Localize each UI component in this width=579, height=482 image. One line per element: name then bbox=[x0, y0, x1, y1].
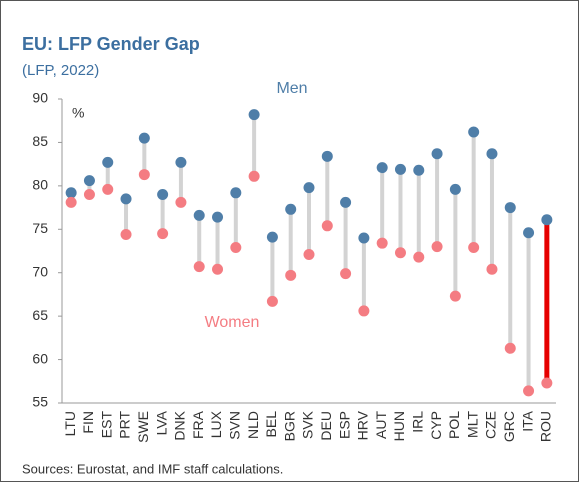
dot-men bbox=[102, 156, 114, 168]
x-tick-label: MLT bbox=[464, 411, 480, 438]
dot-women bbox=[83, 189, 95, 201]
dot-men bbox=[449, 183, 461, 195]
dot-men bbox=[431, 148, 443, 160]
y-tick-label: 65 bbox=[32, 307, 48, 323]
dot-men bbox=[340, 196, 352, 208]
dot-men bbox=[65, 187, 77, 199]
dot-women bbox=[138, 169, 150, 181]
y-tick-label: 80 bbox=[32, 177, 48, 193]
dot-women bbox=[65, 196, 77, 208]
dot-women bbox=[541, 377, 553, 389]
chart-title: EU: LFP Gender Gap bbox=[22, 34, 200, 54]
x-tick-label: HUN bbox=[391, 411, 407, 441]
dot-women bbox=[193, 261, 205, 273]
dot-men bbox=[193, 209, 205, 221]
dot-women bbox=[340, 268, 352, 280]
dot-women bbox=[468, 242, 480, 254]
dot-men bbox=[285, 203, 297, 215]
dot-women bbox=[120, 228, 132, 240]
y-tick-label: 70 bbox=[32, 263, 48, 279]
dot-men bbox=[120, 193, 132, 205]
dot-men bbox=[248, 109, 260, 121]
y-tick-label: 90 bbox=[32, 90, 48, 106]
dot-women bbox=[175, 196, 187, 208]
x-tick-label: ROU bbox=[538, 411, 554, 442]
dot-men bbox=[504, 202, 516, 214]
dot-women bbox=[285, 269, 297, 281]
dot-men bbox=[157, 189, 169, 201]
dot-men bbox=[486, 148, 498, 160]
x-tick-label: ESP bbox=[336, 411, 352, 439]
x-tick-label: SVK bbox=[300, 410, 316, 439]
x-tick-label: NLD bbox=[245, 411, 261, 439]
source-note: Sources: Eurostat, and IMF staff calcula… bbox=[22, 461, 283, 476]
x-tick-label: EST bbox=[98, 411, 114, 439]
dot-men bbox=[413, 164, 425, 176]
dot-men bbox=[138, 132, 150, 144]
dot-men bbox=[468, 126, 480, 138]
dot-women bbox=[248, 170, 260, 182]
x-tick-label: IRL bbox=[409, 411, 425, 433]
dot-men bbox=[83, 175, 95, 187]
x-tick-label: SWE bbox=[135, 411, 151, 443]
dot-men bbox=[358, 232, 370, 244]
dot-women bbox=[431, 241, 443, 253]
dot-women bbox=[303, 248, 315, 260]
x-tick-label: PRT bbox=[117, 411, 133, 439]
dot-men bbox=[212, 211, 224, 223]
dot-women bbox=[523, 385, 535, 397]
x-tick-label: LTU bbox=[62, 411, 78, 436]
x-tick-label: DNK bbox=[172, 410, 188, 440]
dot-women bbox=[504, 342, 516, 354]
y-tick-label: 55 bbox=[32, 394, 48, 410]
dot-men bbox=[303, 182, 315, 194]
dot-women bbox=[376, 237, 388, 249]
dot-women bbox=[413, 251, 425, 263]
y-tick-label: 85 bbox=[32, 133, 48, 149]
dot-men bbox=[321, 150, 333, 162]
dot-men bbox=[394, 163, 406, 175]
dot-women bbox=[102, 183, 114, 195]
x-tick-label: ITA bbox=[519, 410, 535, 431]
x-tick-label: FRA bbox=[190, 410, 206, 439]
x-tick-label: SVN bbox=[227, 411, 243, 440]
x-tick-label: CZE bbox=[483, 411, 499, 439]
dot-men bbox=[523, 227, 535, 239]
x-tick-label: FIN bbox=[80, 411, 96, 434]
x-tick-label: BEL bbox=[263, 411, 279, 438]
x-tick-label: BGR bbox=[281, 411, 297, 441]
dot-women bbox=[358, 305, 370, 317]
x-tick-label: HRV bbox=[355, 410, 371, 440]
x-tick-label: AUT bbox=[373, 411, 389, 439]
x-tick-label: LVA bbox=[153, 410, 169, 435]
y-tick-label: 75 bbox=[32, 220, 48, 236]
y-axis-label: % bbox=[72, 105, 84, 121]
dot-women bbox=[486, 263, 498, 275]
dot-women bbox=[394, 247, 406, 259]
dot-women bbox=[266, 295, 278, 307]
x-tick-label: GRC bbox=[501, 411, 517, 442]
dot-women bbox=[157, 228, 169, 240]
dot-men bbox=[541, 214, 553, 226]
dot-women bbox=[449, 290, 461, 302]
y-tick-label: 60 bbox=[32, 350, 48, 366]
dot-men bbox=[266, 231, 278, 243]
legend-label: Women bbox=[205, 314, 260, 331]
x-tick-label: POL bbox=[446, 411, 462, 439]
dot-women bbox=[212, 263, 224, 275]
legend-label: Men bbox=[276, 80, 307, 97]
x-tick-label: LUX bbox=[208, 410, 224, 438]
chart-subtitle: (LFP, 2022) bbox=[22, 62, 99, 79]
dot-men bbox=[175, 156, 187, 168]
x-tick-label: CYP bbox=[428, 411, 444, 440]
dot-men bbox=[230, 187, 242, 199]
dot-men bbox=[376, 162, 388, 174]
x-tick-label: DEU bbox=[318, 411, 334, 441]
dot-women bbox=[230, 242, 242, 254]
dot-women bbox=[321, 220, 333, 232]
